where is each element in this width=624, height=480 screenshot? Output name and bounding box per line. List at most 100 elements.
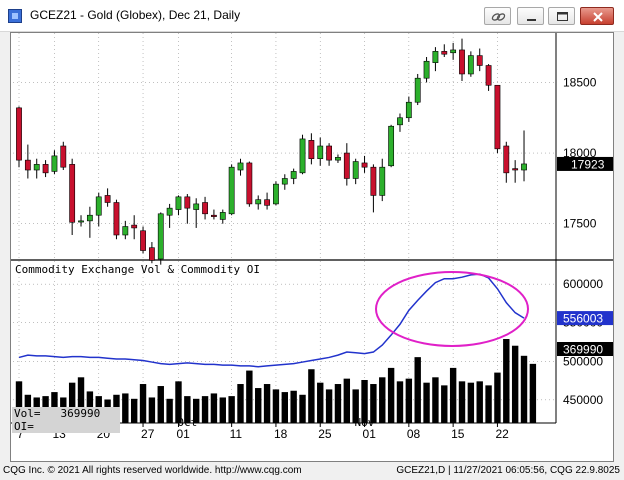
last-price-label: 17923: [571, 157, 605, 171]
candle-body: [503, 145, 510, 174]
oi-label: OI=: [14, 420, 34, 433]
candle-body: [521, 163, 527, 171]
candle-body: [246, 162, 253, 205]
volume-bar: [308, 369, 315, 423]
maximize-icon: [557, 12, 568, 21]
volume-bar: [511, 345, 519, 423]
candle-body: [281, 178, 288, 185]
candle-body: [211, 214, 217, 217]
volume-bar: [68, 382, 76, 423]
volume-bar: [485, 385, 492, 423]
volume-bar: [476, 381, 483, 423]
candle-body: [343, 152, 350, 179]
chart-area[interactable]: 1750018000185004500005000005500006000001…: [10, 32, 614, 462]
candle-body: [326, 145, 332, 161]
volume-bar: [520, 355, 528, 423]
volume-bar: [148, 397, 156, 423]
volume-bar: [352, 389, 359, 423]
volume-bar: [387, 367, 395, 423]
volume-bar: [432, 377, 439, 423]
volume-bar: [281, 392, 288, 423]
candle-body: [113, 202, 120, 236]
candle-body: [467, 55, 474, 75]
volume-bar: [467, 382, 475, 423]
price-tick-label: 18500: [563, 75, 597, 89]
candle-body: [352, 161, 359, 179]
time-tick-label: 01: [363, 427, 377, 441]
candle-body: [459, 49, 465, 75]
volume-bar: [494, 372, 501, 423]
candle-body: [317, 145, 324, 160]
volume-bar: [272, 389, 280, 423]
close-button[interactable]: [580, 7, 614, 25]
time-tick-label: 08: [407, 427, 421, 441]
candle-body: [361, 162, 368, 168]
candle-body: [202, 202, 208, 215]
month-label: Nov: [355, 416, 375, 429]
candle-body: [450, 49, 457, 54]
time-tick-label: 25: [318, 427, 332, 441]
volume-bar: [219, 397, 226, 423]
month-label: Oct: [177, 416, 197, 429]
candle-body: [335, 157, 341, 161]
volume-bar: [263, 384, 271, 423]
candle-body: [51, 155, 58, 172]
volume-bar: [441, 385, 448, 423]
volume-bar: [122, 393, 129, 423]
time-tick-label: 15: [451, 427, 465, 441]
candle-body: [299, 138, 306, 174]
chart-canvas[interactable]: 1750018000185004500005000005500006000001…: [11, 33, 613, 461]
chart-info-text: GCEZ21,D | 11/27/2021 06:05:56, CQG 22.9…: [396, 465, 620, 476]
candle-body: [228, 166, 235, 215]
oi-value-tag: [557, 311, 613, 326]
maximize-button[interactable]: [548, 7, 575, 25]
oi-value-label: 556003: [563, 312, 603, 326]
candle-body: [157, 213, 164, 260]
last-price-tag: [557, 156, 613, 171]
candle-body: [149, 247, 155, 261]
volume-bar: [379, 377, 386, 423]
time-tick-label: 11: [230, 427, 243, 441]
volume-bar: [15, 381, 23, 423]
volume-value-label: 369990: [563, 343, 603, 357]
volume-bar: [458, 381, 466, 423]
candle-body: [512, 168, 519, 171]
candle-body: [273, 183, 279, 205]
volume-bar: [503, 339, 510, 423]
candle-body: [60, 145, 67, 168]
candle-body: [414, 77, 421, 103]
candle-body: [494, 84, 501, 150]
volume-tick-label: 450000: [563, 393, 603, 407]
volume-bar: [414, 357, 421, 423]
volume-bar: [290, 390, 297, 423]
candle-body: [69, 164, 76, 223]
status-footer: CQG Inc. © 2021 All rights reserved worl…: [0, 462, 624, 480]
app-icon: [8, 9, 22, 23]
volume-bar: [166, 398, 173, 423]
volume-bar: [317, 382, 324, 423]
window-titlebar: GCEZ21 - Gold (Globex), Dec 21, Daily: [0, 0, 624, 32]
chain-link-icon: [491, 13, 506, 21]
volume-bar: [361, 379, 368, 423]
volume-bar: [299, 394, 306, 423]
candle-body: [175, 196, 182, 210]
time-tick-label: 22: [495, 427, 509, 441]
link-button[interactable]: [484, 7, 511, 25]
candle-body: [476, 55, 483, 66]
candle-body: [290, 171, 297, 179]
volume-tick-label: 500000: [563, 354, 603, 368]
volume-bar: [139, 384, 147, 423]
candle-body: [24, 159, 31, 171]
candle-body: [184, 196, 191, 209]
minimize-button[interactable]: [517, 7, 544, 25]
candle-body: [237, 162, 244, 171]
highlight-ellipse: [375, 271, 529, 347]
candle-body: [264, 199, 270, 206]
volume-tick-label: 600000: [563, 277, 603, 291]
volume-bar: [423, 382, 430, 423]
vol-value: 369990: [60, 407, 101, 420]
candle-body: [42, 164, 49, 174]
candle-body: [219, 212, 226, 220]
volume-bar: [255, 388, 262, 423]
volume-bar: [210, 393, 218, 423]
